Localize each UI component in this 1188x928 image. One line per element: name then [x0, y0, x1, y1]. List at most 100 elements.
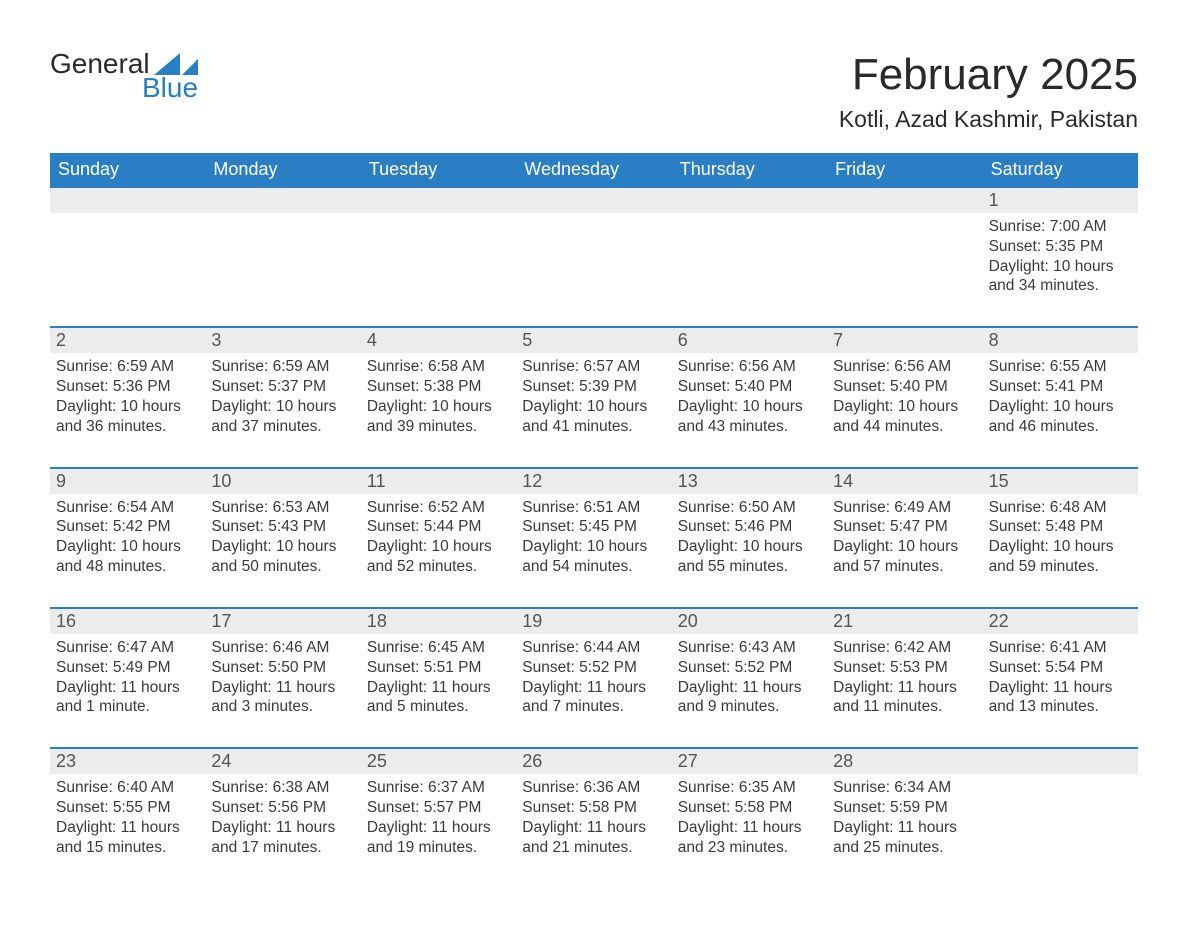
daylight-line: Daylight: 11 hours and 5 minutes. — [367, 678, 510, 718]
sunset-line: Sunset: 5:40 PM — [833, 377, 976, 397]
sunset-line: Sunset: 5:35 PM — [989, 237, 1132, 257]
days-of-week-header: Sunday Monday Tuesday Wednesday Thursday… — [50, 153, 1138, 186]
sunrise-line: Sunrise: 6:44 AM — [522, 638, 665, 658]
daylight-line: Daylight: 10 hours and 54 minutes. — [522, 537, 665, 577]
day-cell: Sunrise: 6:58 AMSunset: 5:38 PMDaylight:… — [361, 353, 516, 466]
day-cell: Sunrise: 6:42 AMSunset: 5:53 PMDaylight:… — [827, 634, 982, 747]
daylight-line: Daylight: 10 hours and 52 minutes. — [367, 537, 510, 577]
daylight-line: Daylight: 11 hours and 25 minutes. — [833, 818, 976, 858]
day-cell: Sunrise: 6:52 AMSunset: 5:44 PMDaylight:… — [361, 494, 516, 607]
daylight-line: Daylight: 10 hours and 57 minutes. — [833, 537, 976, 577]
day-number: 17 — [205, 609, 360, 634]
sunrise-line: Sunrise: 6:59 AM — [56, 357, 199, 377]
daylight-line: Daylight: 10 hours and 46 minutes. — [989, 397, 1132, 437]
daylight-line: Daylight: 10 hours and 43 minutes. — [678, 397, 821, 437]
daylight-line: Daylight: 10 hours and 59 minutes. — [989, 537, 1132, 577]
day-cell — [50, 213, 205, 326]
sunset-line: Sunset: 5:55 PM — [56, 798, 199, 818]
sunrise-line: Sunrise: 6:54 AM — [56, 498, 199, 518]
sunset-line: Sunset: 5:42 PM — [56, 517, 199, 537]
sunrise-line: Sunrise: 6:52 AM — [367, 498, 510, 518]
daylight-line: Daylight: 10 hours and 36 minutes. — [56, 397, 199, 437]
dow-friday: Friday — [827, 153, 982, 186]
day-cell: Sunrise: 6:41 AMSunset: 5:54 PMDaylight:… — [983, 634, 1138, 747]
day-cell — [827, 213, 982, 326]
sunset-line: Sunset: 5:57 PM — [367, 798, 510, 818]
day-number: 16 — [50, 609, 205, 634]
sunrise-line: Sunrise: 6:55 AM — [989, 357, 1132, 377]
day-cell — [672, 213, 827, 326]
dow-wednesday: Wednesday — [516, 153, 671, 186]
day-number: 1 — [983, 188, 1138, 213]
sunrise-line: Sunrise: 6:36 AM — [522, 778, 665, 798]
sunrise-line: Sunrise: 6:56 AM — [833, 357, 976, 377]
sunrise-line: Sunrise: 6:37 AM — [367, 778, 510, 798]
day-cell — [361, 213, 516, 326]
day-number: 10 — [205, 469, 360, 494]
calendar-week: 9101112131415Sunrise: 6:54 AMSunset: 5:4… — [50, 467, 1138, 607]
day-number — [516, 188, 671, 213]
sunrise-line: Sunrise: 6:49 AM — [833, 498, 976, 518]
day-number — [983, 749, 1138, 774]
sunset-line: Sunset: 5:56 PM — [211, 798, 354, 818]
day-number: 13 — [672, 469, 827, 494]
daylight-line: Daylight: 10 hours and 34 minutes. — [989, 257, 1132, 297]
day-number: 4 — [361, 328, 516, 353]
day-cell — [516, 213, 671, 326]
daylight-line: Daylight: 11 hours and 9 minutes. — [678, 678, 821, 718]
day-cell: Sunrise: 6:47 AMSunset: 5:49 PMDaylight:… — [50, 634, 205, 747]
sunset-line: Sunset: 5:48 PM — [989, 517, 1132, 537]
calendar-week: 2345678Sunrise: 6:59 AMSunset: 5:36 PMDa… — [50, 326, 1138, 466]
sunrise-line: Sunrise: 6:59 AM — [211, 357, 354, 377]
dow-sunday: Sunday — [50, 153, 205, 186]
day-number: 19 — [516, 609, 671, 634]
sunset-line: Sunset: 5:45 PM — [522, 517, 665, 537]
sunrise-line: Sunrise: 6:45 AM — [367, 638, 510, 658]
sunset-line: Sunset: 5:40 PM — [678, 377, 821, 397]
sunrise-line: Sunrise: 6:50 AM — [678, 498, 821, 518]
day-cell: Sunrise: 6:44 AMSunset: 5:52 PMDaylight:… — [516, 634, 671, 747]
day-number: 26 — [516, 749, 671, 774]
daylight-line: Daylight: 11 hours and 13 minutes. — [989, 678, 1132, 718]
title-block: February 2025 Kotli, Azad Kashmir, Pakis… — [839, 50, 1138, 143]
sunset-line: Sunset: 5:53 PM — [833, 658, 976, 678]
day-number — [361, 188, 516, 213]
daylight-line: Daylight: 10 hours and 48 minutes. — [56, 537, 199, 577]
day-number — [50, 188, 205, 213]
day-number: 20 — [672, 609, 827, 634]
calendar: Sunday Monday Tuesday Wednesday Thursday… — [50, 153, 1138, 888]
sunset-line: Sunset: 5:51 PM — [367, 658, 510, 678]
page-header: General Blue February 2025 Kotli, Azad K… — [50, 50, 1138, 143]
day-number: 15 — [983, 469, 1138, 494]
daylight-line: Daylight: 11 hours and 1 minute. — [56, 678, 199, 718]
sunrise-line: Sunrise: 6:58 AM — [367, 357, 510, 377]
daylight-line: Daylight: 11 hours and 23 minutes. — [678, 818, 821, 858]
daylight-line: Daylight: 11 hours and 7 minutes. — [522, 678, 665, 718]
day-number: 14 — [827, 469, 982, 494]
day-number: 2 — [50, 328, 205, 353]
day-cell: Sunrise: 6:46 AMSunset: 5:50 PMDaylight:… — [205, 634, 360, 747]
day-cell — [205, 213, 360, 326]
sunset-line: Sunset: 5:43 PM — [211, 517, 354, 537]
sunrise-line: Sunrise: 6:53 AM — [211, 498, 354, 518]
day-number: 11 — [361, 469, 516, 494]
day-cell: Sunrise: 6:53 AMSunset: 5:43 PMDaylight:… — [205, 494, 360, 607]
day-number — [672, 188, 827, 213]
sunset-line: Sunset: 5:50 PM — [211, 658, 354, 678]
sunrise-line: Sunrise: 6:41 AM — [989, 638, 1132, 658]
daylight-line: Daylight: 10 hours and 39 minutes. — [367, 397, 510, 437]
day-cell: Sunrise: 6:50 AMSunset: 5:46 PMDaylight:… — [672, 494, 827, 607]
daylight-line: Daylight: 11 hours and 11 minutes. — [833, 678, 976, 718]
location-text: Kotli, Azad Kashmir, Pakistan — [839, 106, 1138, 133]
day-cell: Sunrise: 6:55 AMSunset: 5:41 PMDaylight:… — [983, 353, 1138, 466]
sunrise-line: Sunrise: 6:47 AM — [56, 638, 199, 658]
sunrise-line: Sunrise: 6:42 AM — [833, 638, 976, 658]
sunset-line: Sunset: 5:52 PM — [678, 658, 821, 678]
sunset-line: Sunset: 5:58 PM — [678, 798, 821, 818]
day-number: 25 — [361, 749, 516, 774]
sunrise-line: Sunrise: 6:46 AM — [211, 638, 354, 658]
sunrise-line: Sunrise: 6:34 AM — [833, 778, 976, 798]
daylight-line: Daylight: 11 hours and 17 minutes. — [211, 818, 354, 858]
day-cell: Sunrise: 6:59 AMSunset: 5:37 PMDaylight:… — [205, 353, 360, 466]
month-title: February 2025 — [839, 50, 1138, 100]
